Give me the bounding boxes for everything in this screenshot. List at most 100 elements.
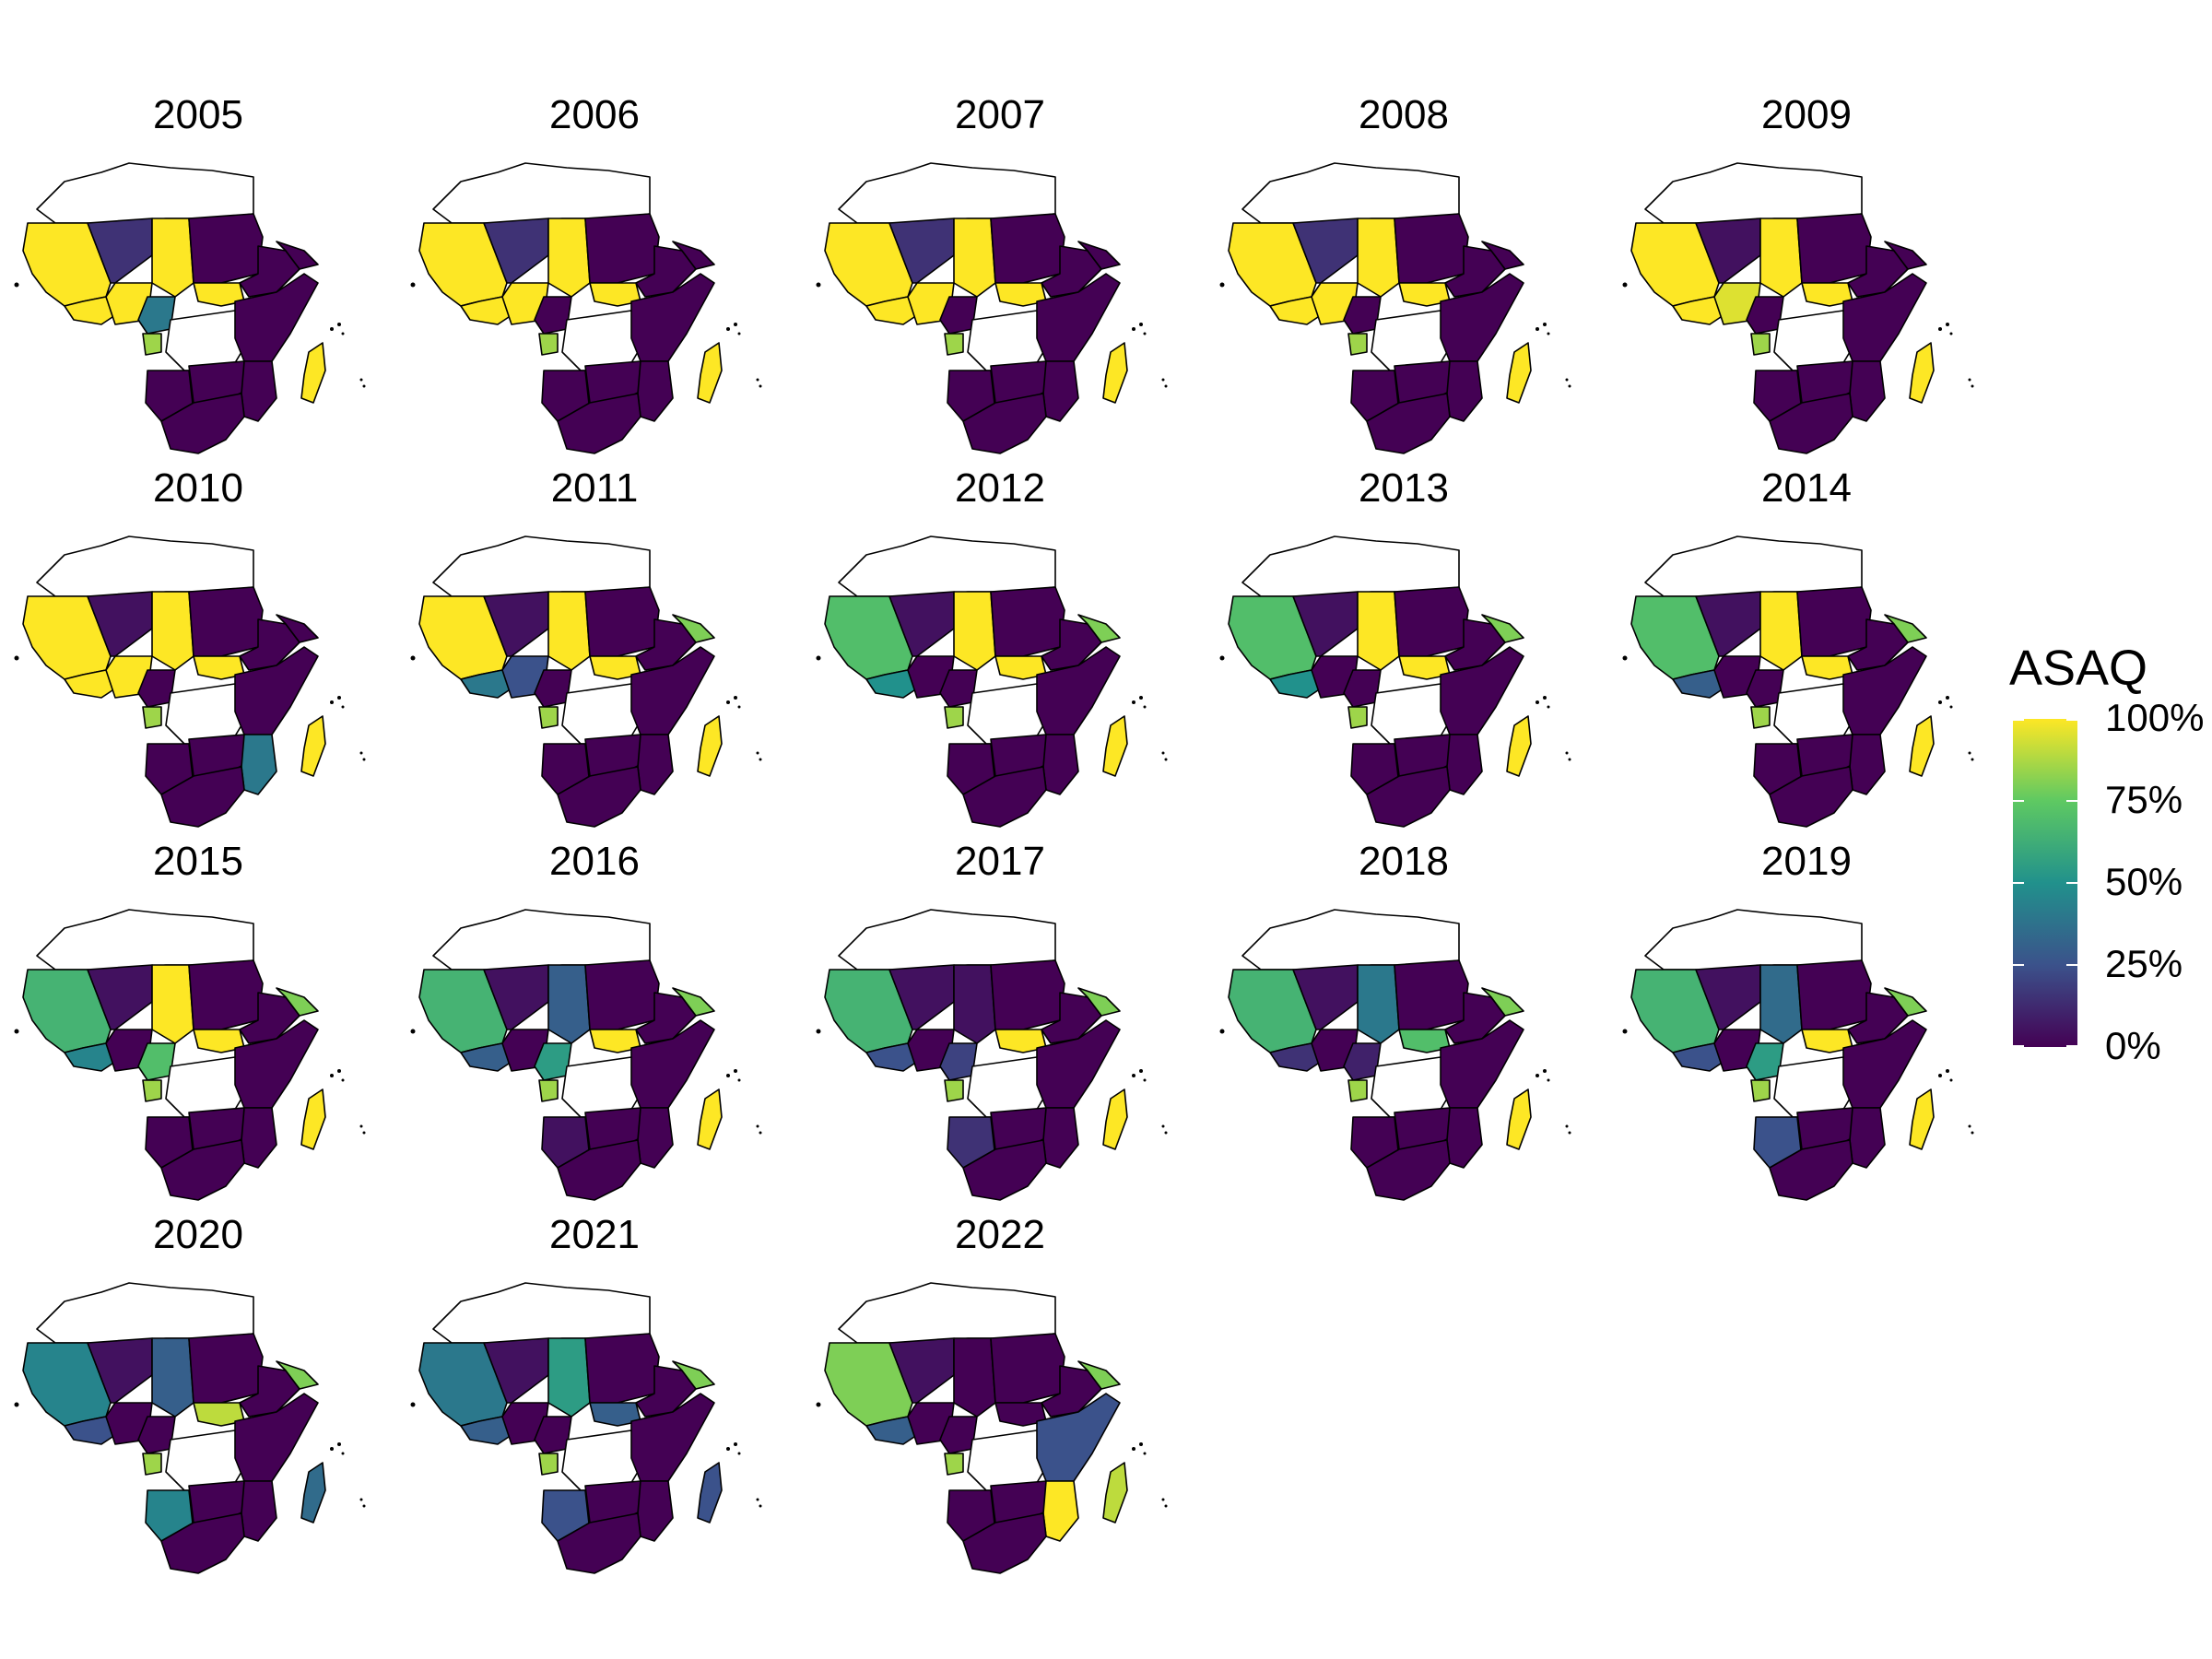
island-marker	[410, 1029, 416, 1034]
region-congo	[165, 1430, 245, 1491]
africa-map	[14, 909, 366, 1201]
legend-tick-50: 50%	[2105, 860, 2183, 903]
island-marker	[1219, 282, 1225, 288]
region-chad	[1357, 964, 1400, 1044]
region-sahel-mid	[87, 1337, 153, 1404]
island-marker	[359, 1498, 363, 1501]
region-horn	[1077, 614, 1121, 643]
legend-tick-0: 0%	[2105, 1024, 2161, 1067]
island-marker	[1161, 1124, 1165, 1128]
region-moz	[1042, 734, 1079, 795]
region-south-sudan	[994, 655, 1047, 680]
region-congo	[561, 683, 641, 745]
region-congo	[967, 1056, 1047, 1118]
region-gabon	[1750, 706, 1771, 729]
region-south-sudan	[1801, 655, 1853, 680]
island-marker	[1161, 1498, 1165, 1501]
region-chad	[547, 218, 591, 298]
region-southern	[160, 1512, 245, 1574]
africa-map	[14, 1282, 366, 1574]
region-cameroon	[1343, 296, 1382, 335]
region-east	[630, 273, 715, 362]
island-marker	[330, 700, 334, 704]
region-sudan	[1796, 213, 1872, 284]
region-southern	[160, 766, 245, 828]
island-marker	[1535, 700, 1539, 704]
region-east	[630, 1393, 715, 1482]
region-cameroon	[137, 1042, 176, 1081]
region-cameroon	[939, 296, 978, 335]
region-chad	[1759, 964, 1803, 1044]
region-moz	[1042, 1480, 1079, 1542]
panel-title: 2009	[1761, 92, 1852, 137]
map-panel-2014: 2014	[1608, 461, 2005, 830]
island-marker	[1568, 758, 1571, 761]
region-madagascar	[1102, 1088, 1128, 1150]
region-sahel-mid	[1695, 964, 1761, 1030]
region-sahel-mid	[483, 591, 549, 657]
island-marker	[1139, 1069, 1143, 1073]
region-sudan	[188, 586, 264, 657]
island-marker	[1547, 332, 1550, 335]
region-cameroon	[939, 669, 978, 708]
region-cameroon	[534, 1042, 572, 1081]
island-marker	[341, 1452, 345, 1455]
island-marker	[759, 1504, 762, 1508]
region-sudan	[1796, 959, 1872, 1030]
region-chad	[953, 964, 996, 1044]
island-marker	[410, 655, 416, 661]
island-marker	[1139, 696, 1143, 700]
region-south-sudan	[994, 1029, 1047, 1053]
region-sahel-mid	[483, 1337, 549, 1404]
region-south-sudan	[1801, 1029, 1853, 1053]
map-panel-2013: 2013	[1206, 461, 1602, 830]
region-south-sudan	[1398, 655, 1451, 680]
island-marker	[816, 282, 821, 288]
region-horn	[276, 987, 319, 1017]
map-panel-2018: 2018	[1206, 834, 1602, 1203]
region-north	[1644, 535, 1863, 597]
island-marker	[1143, 1452, 1147, 1455]
region-gabon	[538, 333, 559, 356]
region-sudan	[1394, 213, 1469, 284]
region-south-sudan	[193, 1029, 245, 1053]
region-gabon	[1750, 333, 1771, 356]
region-sahel-mid	[1292, 964, 1359, 1030]
region-madagascar	[1506, 1088, 1532, 1150]
region-gabon	[944, 1453, 964, 1476]
island-marker	[726, 1074, 730, 1077]
island-marker	[1565, 751, 1569, 755]
island-marker	[362, 758, 366, 761]
island-marker	[1139, 1442, 1143, 1446]
region-horn	[672, 614, 715, 643]
region-north	[36, 1282, 254, 1344]
africa-map	[1219, 909, 1571, 1201]
region-congo	[1773, 683, 1853, 745]
region-madagascar	[697, 1088, 723, 1150]
region-sudan	[990, 1333, 1065, 1404]
region-chad	[1759, 218, 1803, 298]
region-moz	[1849, 360, 1886, 422]
region-chad	[1357, 218, 1400, 298]
region-chad	[151, 591, 194, 671]
island-marker	[1543, 1069, 1547, 1073]
africa-map	[816, 909, 1168, 1201]
region-moz	[637, 1107, 674, 1169]
island-marker	[734, 323, 737, 326]
region-gabon	[1347, 1079, 1368, 1102]
region-cameroon	[939, 1042, 978, 1081]
island-marker	[359, 1124, 363, 1128]
region-east	[1842, 1019, 1927, 1109]
region-east	[1036, 273, 1121, 362]
region-madagascar	[1102, 342, 1128, 404]
legend: ASAQ 0% 25% 50% 75% 100%	[2009, 636, 2212, 1078]
panel-title: 2005	[153, 92, 243, 137]
panel-title: 2020	[153, 1212, 243, 1257]
region-southern	[1769, 766, 1853, 828]
island-marker	[341, 332, 345, 335]
region-moz	[241, 734, 277, 795]
island-marker	[1949, 332, 1953, 335]
island-marker	[1132, 700, 1135, 704]
map-panel-2011: 2011	[396, 461, 793, 830]
region-chad	[1357, 591, 1400, 671]
